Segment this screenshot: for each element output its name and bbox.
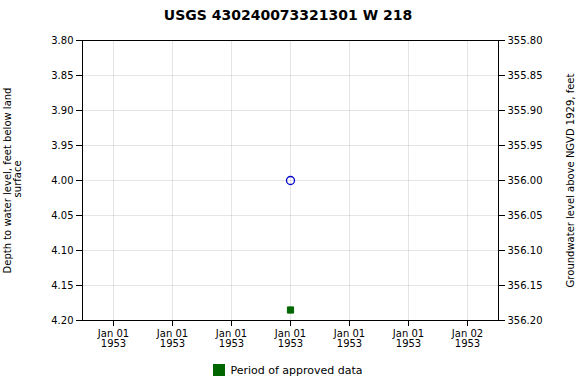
svg-text:356.15: 356.15	[508, 280, 543, 291]
svg-text:4.15: 4.15	[51, 280, 73, 291]
svg-text:4.20: 4.20	[51, 315, 73, 326]
svg-text:4.00: 4.00	[51, 175, 73, 186]
html-text:USGS 430240073321301 W 218: USGS 430240073321301 W 218	[163, 7, 413, 23]
svg-text:Jan 011953: Jan 011953	[97, 328, 129, 349]
svg-text:3.95: 3.95	[51, 140, 73, 151]
svg-text:Jan 011953: Jan 011953	[156, 328, 188, 349]
svg-text:356.20: 356.20	[508, 315, 543, 326]
svg-text:3.90: 3.90	[51, 105, 73, 116]
svg-text:355.80: 355.80	[508, 35, 543, 46]
html-text:Period of approved data: Period of approved data	[230, 363, 363, 377]
svg-text:355.85: 355.85	[508, 70, 543, 81]
svg-text:Jan 011953: Jan 011953	[333, 328, 365, 349]
svg-text:Jan 011953: Jan 011953	[274, 328, 306, 349]
svg-text:356.10: 356.10	[508, 245, 543, 256]
svg-text:3.85: 3.85	[51, 70, 73, 81]
svg-text:Jan 011953: Jan 011953	[392, 328, 424, 349]
svg-text:Groundwater level above NGVD 1: Groundwater level above NGVD 1929, feet	[565, 74, 576, 288]
svg-text:Depth to water level, feet bel: Depth to water level, feet below land su…	[2, 88, 23, 274]
svg-text:356.05: 356.05	[508, 210, 543, 221]
svg-text:4.10: 4.10	[51, 245, 73, 256]
svg-text:4.05: 4.05	[51, 210, 73, 221]
svg-text:Jan 021953: Jan 021953	[451, 328, 483, 349]
svg-text:355.95: 355.95	[508, 140, 543, 151]
svg-text:3.80: 3.80	[51, 35, 73, 46]
svg-text:356.00: 356.00	[508, 175, 543, 186]
svg-text:355.90: 355.90	[508, 105, 543, 116]
svg-text:Jan 011953: Jan 011953	[215, 328, 247, 349]
